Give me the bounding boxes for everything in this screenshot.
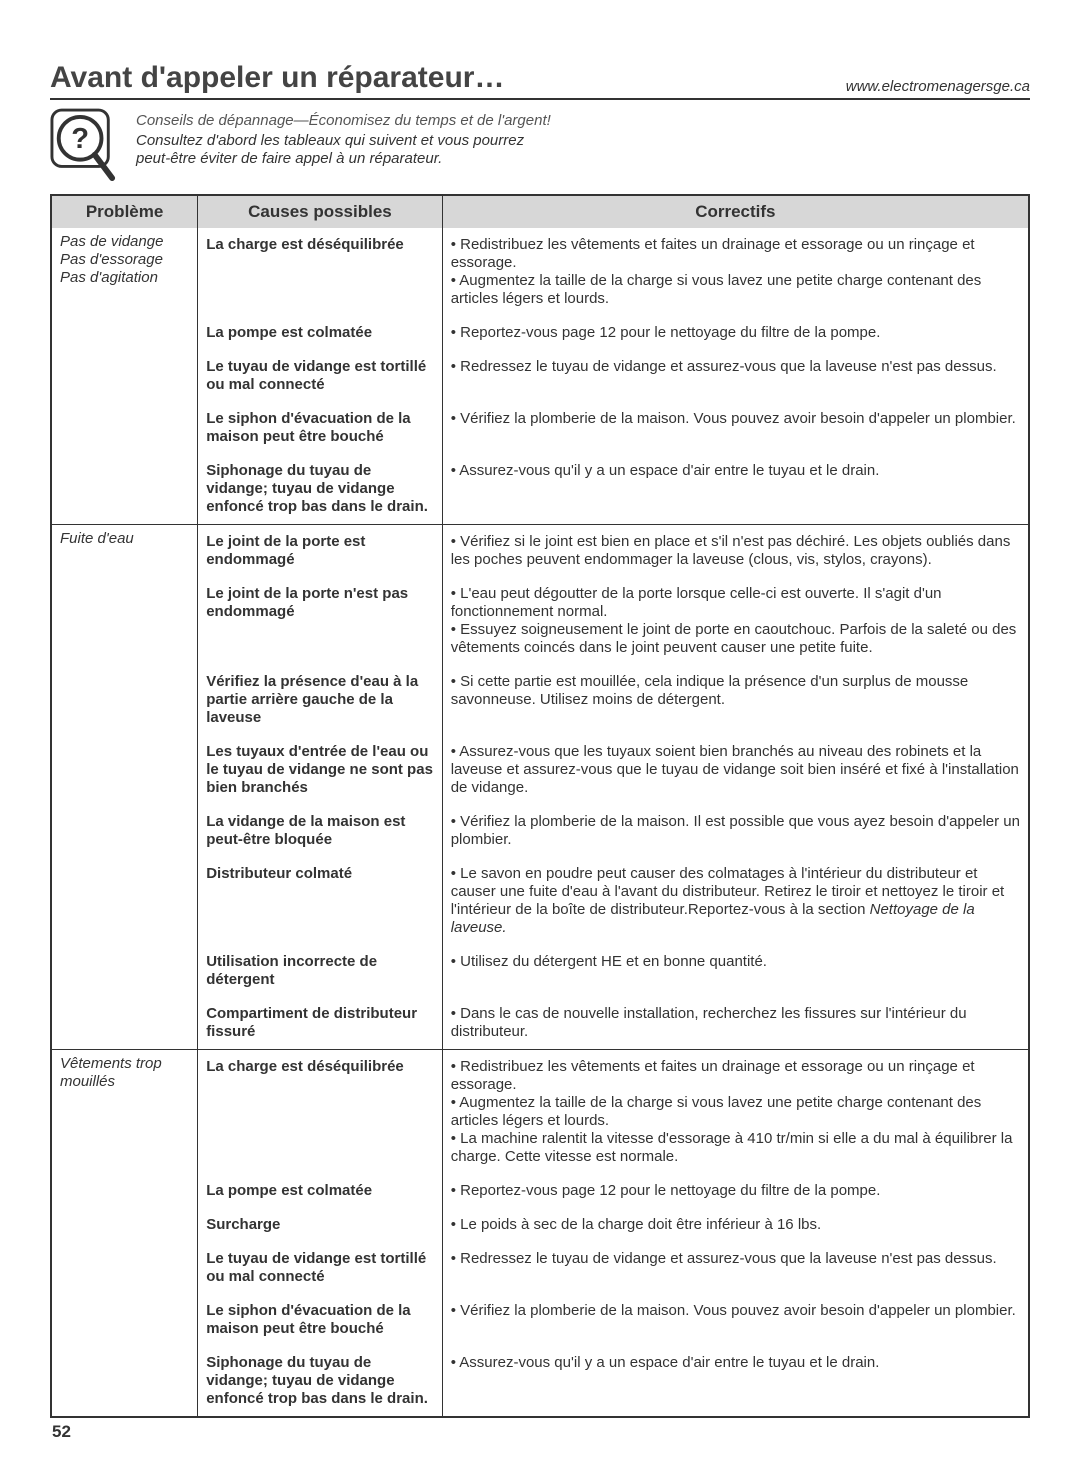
cause-cell: La vidange de la maison est peut-être bl… (198, 805, 443, 857)
col-header-cause: Causes possibles (198, 195, 443, 228)
fix-cell: • L'eau peut dégoutter de la porte lorsq… (442, 577, 1029, 665)
intro-line-3: peut-être éviter de faire appel à un rép… (136, 150, 551, 168)
svg-text:?: ? (71, 123, 89, 155)
page-title: Avant d'appeler un réparateur… (50, 60, 504, 96)
table-row: Surcharge• Le poids à sec de la charge d… (51, 1208, 1029, 1242)
table-row: Distributeur colmaté• Le savon en poudre… (51, 857, 1029, 945)
fix-cell: • Assurez-vous qu'il y a un espace d'air… (442, 1346, 1029, 1417)
table-row: Le siphon d'évacuation de la maison peut… (51, 1294, 1029, 1346)
fix-cell: • Vérifiez la plomberie de la maison. Vo… (442, 402, 1029, 454)
cause-cell: Distributeur colmaté (198, 857, 443, 945)
question-magnifier-icon: ? (50, 108, 118, 176)
fix-cell: • Le savon en poudre peut causer des col… (442, 857, 1029, 945)
table-row: Siphonage du tuyau de vidange; tuyau de … (51, 1346, 1029, 1417)
problem-cell: Pas de vidangePas d'essoragePas d'agitat… (51, 228, 198, 525)
cause-cell: Le joint de la porte n'est pas endommagé (198, 577, 443, 665)
table-row: Compartiment de distributeur fissuré• Da… (51, 997, 1029, 1050)
fix-cell: • Le poids à sec de la charge doit être … (442, 1208, 1029, 1242)
fix-cell: • Redressez le tuyau de vidange et assur… (442, 1242, 1029, 1294)
col-header-problem: Problème (51, 195, 198, 228)
intro-line-2: Consultez d'abord les tableaux qui suive… (136, 132, 551, 150)
cause-cell: Utilisation incorrecte de détergent (198, 945, 443, 997)
cause-cell: Le tuyau de vidange est tortillé ou mal … (198, 350, 443, 402)
table-row: Siphonage du tuyau de vidange; tuyau de … (51, 454, 1029, 525)
cause-cell: Les tuyaux d'entrée de l'eau ou le tuyau… (198, 735, 443, 805)
cause-cell: Le joint de la porte est endommagé (198, 525, 443, 578)
cause-cell: Le tuyau de vidange est tortillé ou mal … (198, 1242, 443, 1294)
fix-cell: • Reportez-vous page 12 pour le nettoyag… (442, 316, 1029, 350)
cause-cell: Le siphon d'évacuation de la maison peut… (198, 1294, 443, 1346)
table-row: La pompe est colmatée• Reportez-vous pag… (51, 1174, 1029, 1208)
table-row: Les tuyaux d'entrée de l'eau ou le tuyau… (51, 735, 1029, 805)
table-row: Pas de vidangePas d'essoragePas d'agitat… (51, 228, 1029, 316)
fix-cell: • Vérifiez la plomberie de la maison. Il… (442, 805, 1029, 857)
cause-cell: La charge est déséquilibrée (198, 228, 443, 316)
header: Avant d'appeler un réparateur… www.elect… (50, 60, 1030, 100)
fix-cell: • Assurez-vous qu'il y a un espace d'air… (442, 454, 1029, 525)
table-row: Utilisation incorrecte de détergent• Uti… (51, 945, 1029, 997)
cause-cell: Siphonage du tuyau de vidange; tuyau de … (198, 454, 443, 525)
page-number: 52 (50, 1422, 1030, 1442)
table-row: Le tuyau de vidange est tortillé ou mal … (51, 350, 1029, 402)
troubleshooting-table: Problème Causes possibles Correctifs Pas… (50, 194, 1030, 1418)
table-row: Vêtements trop mouillésLa charge est dés… (51, 1050, 1029, 1175)
cause-cell: Compartiment de distributeur fissuré (198, 997, 443, 1050)
header-url: www.electromenagersge.ca (846, 78, 1030, 96)
problem-cell: Fuite d'eau (51, 525, 198, 1050)
fix-cell: • Redistribuez les vêtements et faites u… (442, 228, 1029, 316)
intro-line-1: Conseils de dépannage—Économisez du temp… (136, 112, 551, 130)
cause-cell: Vérifiez la présence d'eau à la partie a… (198, 665, 443, 735)
cause-cell: La charge est déséquilibrée (198, 1050, 443, 1175)
intro-block: ? Conseils de dépannage—Économisez du te… (50, 108, 1030, 176)
table-row: Vérifiez la présence d'eau à la partie a… (51, 665, 1029, 735)
fix-cell: • Reportez-vous page 12 pour le nettoyag… (442, 1174, 1029, 1208)
intro-text: Conseils de dépannage—Économisez du temp… (136, 108, 551, 176)
cause-cell: Siphonage du tuyau de vidange; tuyau de … (198, 1346, 443, 1417)
table-row: Fuite d'eauLe joint de la porte est endo… (51, 525, 1029, 578)
table-row: Le tuyau de vidange est tortillé ou mal … (51, 1242, 1029, 1294)
fix-cell: • Dans le cas de nouvelle installation, … (442, 997, 1029, 1050)
table-body: Pas de vidangePas d'essoragePas d'agitat… (51, 228, 1029, 1417)
cause-cell: La pompe est colmatée (198, 1174, 443, 1208)
col-header-fix: Correctifs (442, 195, 1029, 228)
table-header-row: Problème Causes possibles Correctifs (51, 195, 1029, 228)
fix-cell: • Assurez-vous que les tuyaux soient bie… (442, 735, 1029, 805)
fix-cell: • Si cette partie est mouillée, cela ind… (442, 665, 1029, 735)
cause-cell: La pompe est colmatée (198, 316, 443, 350)
problem-cell: Vêtements trop mouillés (51, 1050, 198, 1418)
fix-cell: • Redressez le tuyau de vidange et assur… (442, 350, 1029, 402)
fix-cell: • Vérifiez si le joint est bien en place… (442, 525, 1029, 578)
cause-cell: Surcharge (198, 1208, 443, 1242)
table-row: La pompe est colmatée• Reportez-vous pag… (51, 316, 1029, 350)
fix-cell: • Utilisez du détergent HE et en bonne q… (442, 945, 1029, 997)
fix-cell: • Vérifiez la plomberie de la maison. Vo… (442, 1294, 1029, 1346)
table-row: Le joint de la porte n'est pas endommagé… (51, 577, 1029, 665)
fix-cell: • Redistribuez les vêtements et faites u… (442, 1050, 1029, 1175)
table-row: Le siphon d'évacuation de la maison peut… (51, 402, 1029, 454)
table-row: La vidange de la maison est peut-être bl… (51, 805, 1029, 857)
cause-cell: Le siphon d'évacuation de la maison peut… (198, 402, 443, 454)
